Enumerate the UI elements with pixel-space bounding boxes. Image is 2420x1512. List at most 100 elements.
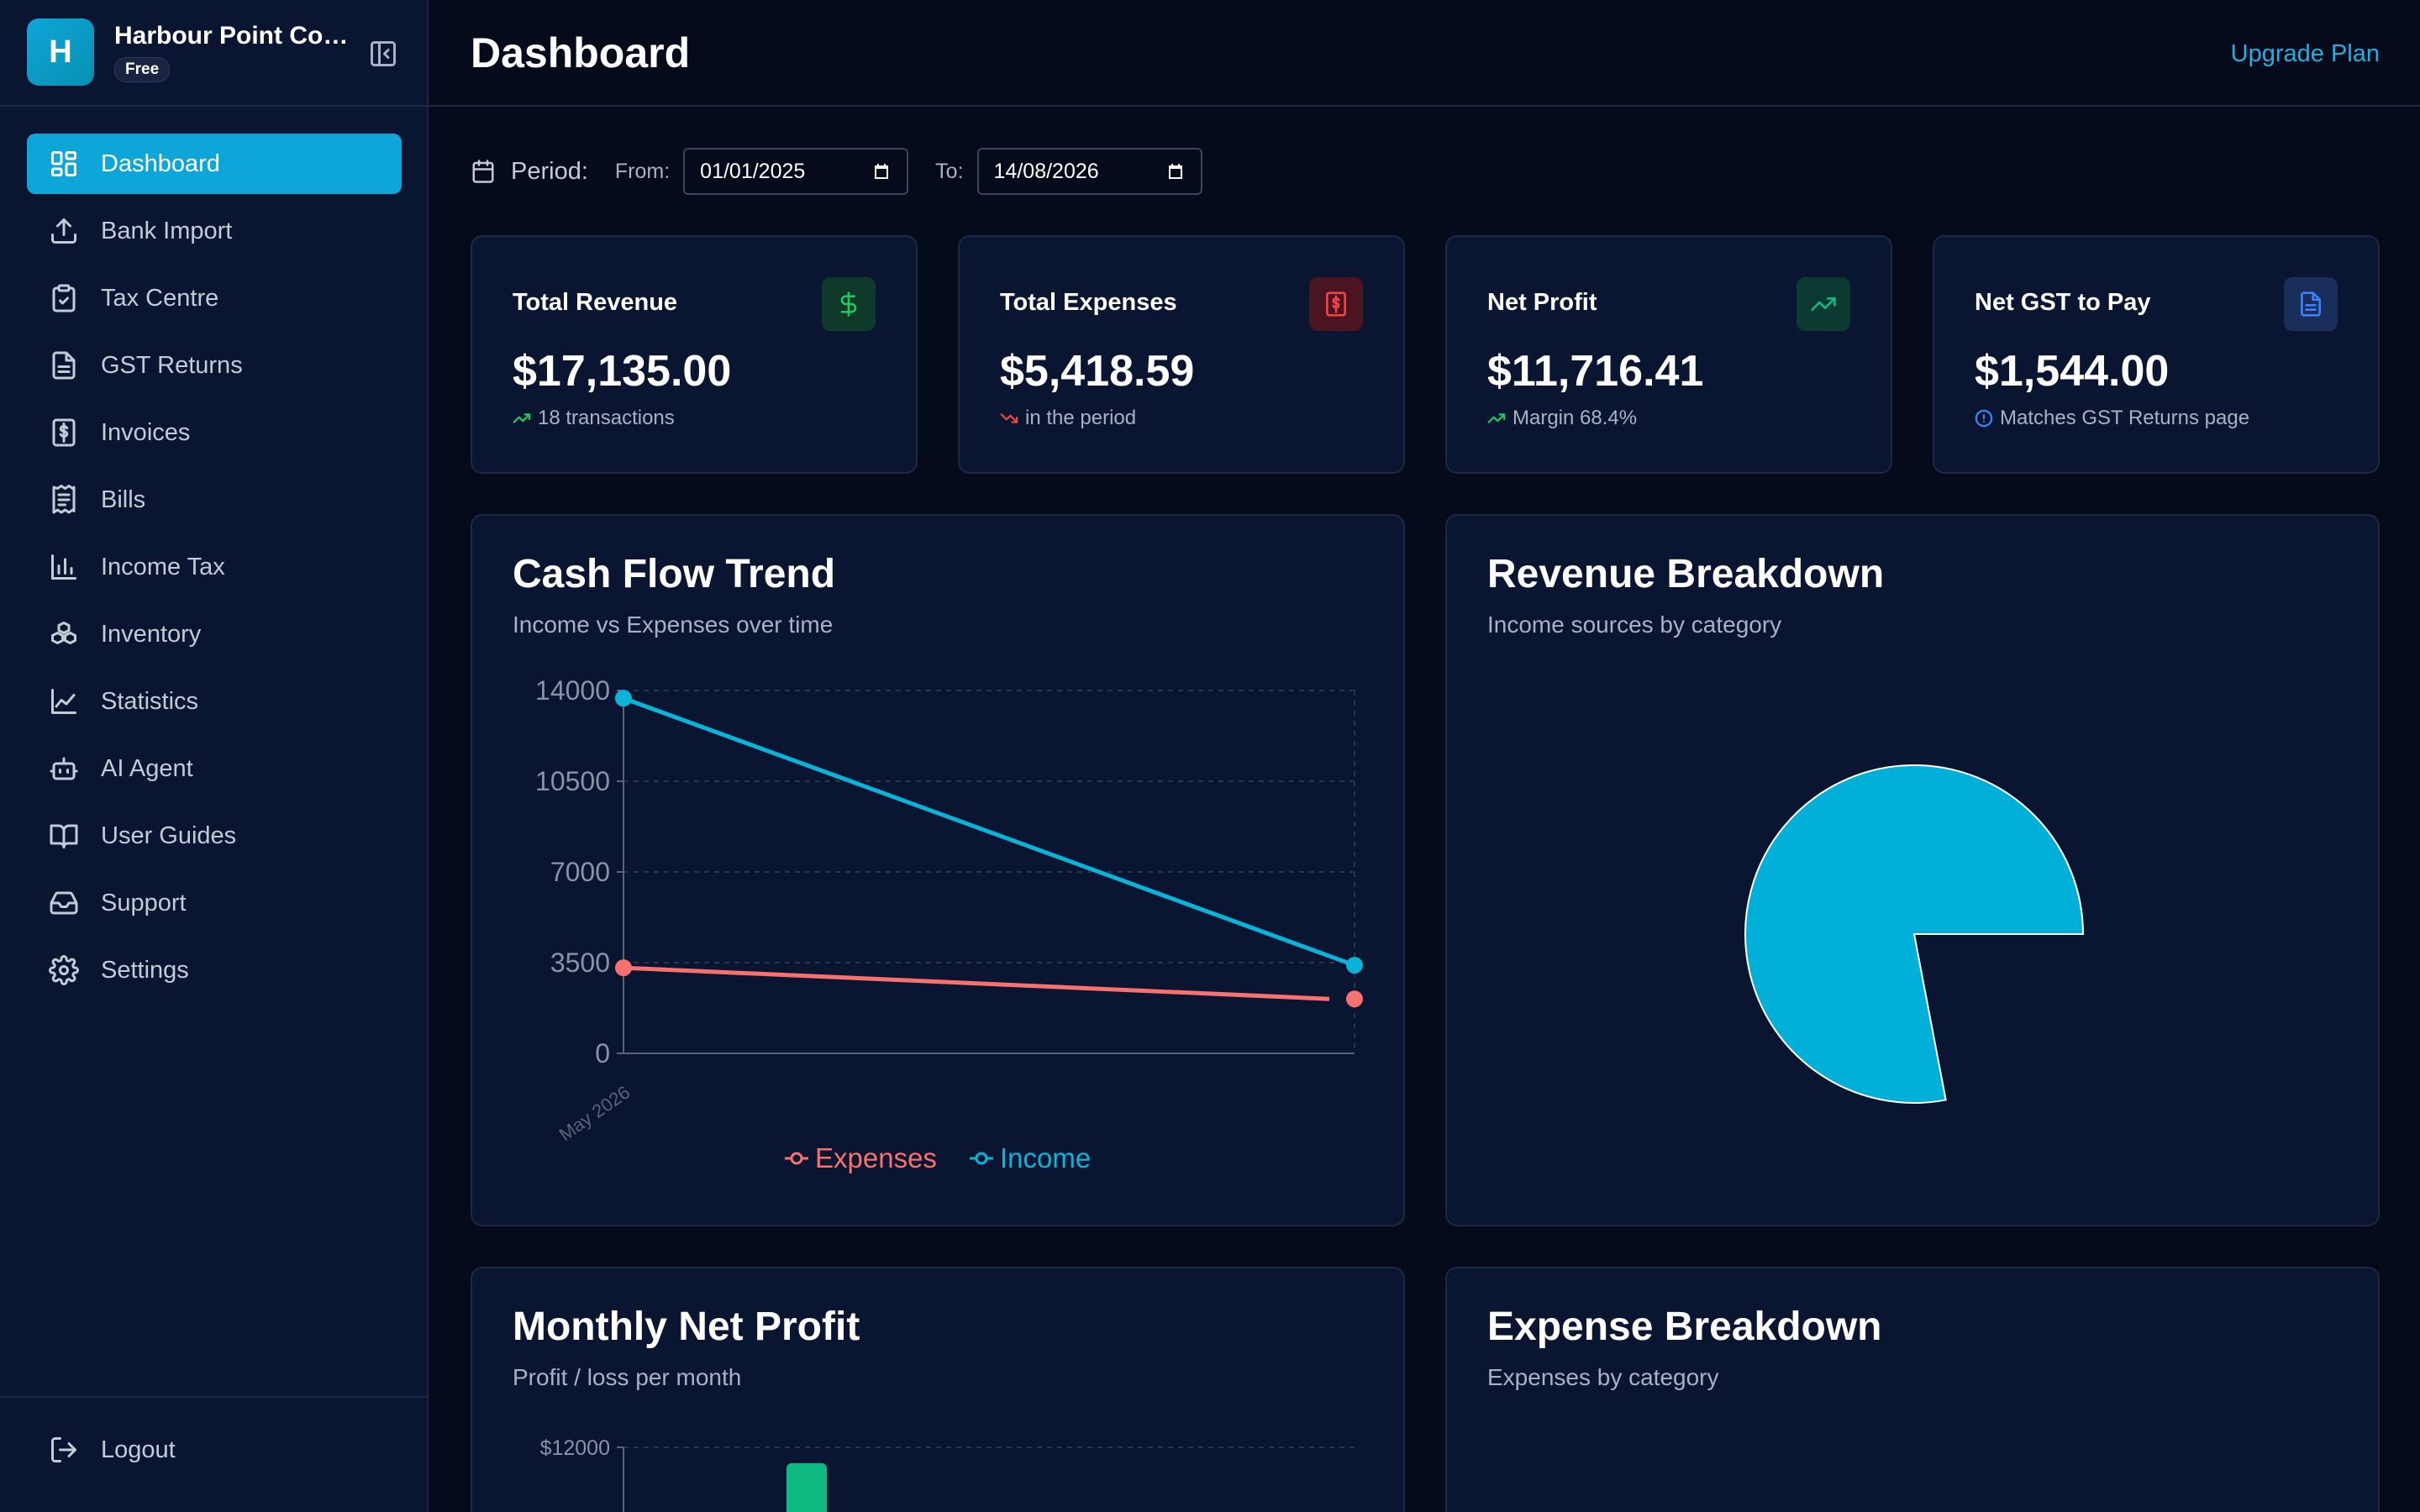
- profit-bar: [786, 1462, 827, 1512]
- gear-icon: [49, 955, 79, 985]
- y-tick-label: 7000: [550, 857, 610, 887]
- stat-subtext: in the period: [1000, 407, 1136, 430]
- bot-icon: [50, 757, 78, 780]
- panel-subtitle: Income sources by category: [1487, 612, 1782, 638]
- revenue-pie-chart: [1744, 764, 2085, 1104]
- panel-title: Revenue Breakdown: [1487, 552, 1885, 596]
- upload-icon: [51, 218, 76, 244]
- stat-title: Total Revenue: [513, 289, 678, 316]
- logout-icon: [51, 1437, 76, 1462]
- sidebar-item-dashboard[interactable]: Dashboard: [27, 134, 402, 194]
- monthly-profit-card: Monthly Net Profit Profit / loss per mon…: [471, 1267, 1405, 1512]
- stat-title: Total Expenses: [1000, 289, 1177, 316]
- book-open-icon: [50, 824, 78, 848]
- bar-chart-icon: [51, 554, 76, 580]
- legend-label: Income: [1000, 1142, 1091, 1173]
- panel-title: Cash Flow Trend: [513, 552, 836, 596]
- sidebar-item-support[interactable]: Support: [27, 873, 402, 933]
- data-point-expenses: [1346, 990, 1363, 1008]
- series-line-income: [623, 696, 1355, 968]
- y-tick-label: 0: [595, 1038, 610, 1068]
- sidebar-item-inventory[interactable]: Inventory: [27, 604, 402, 664]
- y-tick-label: 10500: [535, 766, 610, 796]
- logout-button[interactable]: Logout: [49, 1435, 176, 1465]
- x-tick-label: May 2026: [555, 1081, 634, 1145]
- panel-subtitle: Expenses by category: [1487, 1364, 1719, 1390]
- y-tick-label: $12000: [540, 1436, 610, 1460]
- sidebar-item-label: Support: [101, 889, 187, 916]
- to-date-value: 14/08/2026: [993, 159, 1099, 183]
- sidebar-item-label: Settings: [101, 956, 189, 984]
- from-label: From:: [614, 159, 671, 183]
- stat-subtext-label: Matches GST Returns page: [2000, 407, 2250, 429]
- period-label: Period:: [511, 157, 588, 185]
- pie-slice: [1744, 764, 2085, 1104]
- stat-subtext: Margin 68.4%: [1487, 407, 1637, 430]
- stat-title: Net Profit: [1487, 289, 1597, 316]
- stat-value: $17,135.00: [513, 347, 732, 396]
- to-label: To:: [935, 159, 964, 183]
- sidebar-item-tax-centre[interactable]: Tax Centre: [27, 268, 402, 328]
- revenue-breakdown-card: Revenue Breakdown Income sources by cate…: [1445, 514, 2380, 1226]
- to-date-input[interactable]: 14/08/2026: [976, 148, 1202, 195]
- monthly-profit-chart: $12000: [540, 1436, 1355, 1512]
- topbar: Dashboard Upgrade Plan: [429, 0, 2420, 107]
- stat-subtext-label: in the period: [1025, 407, 1137, 429]
- from-date-input[interactable]: 01/01/2025: [683, 148, 909, 195]
- sidebar-item-label: Bank Import: [101, 217, 233, 244]
- calendar-picker-icon[interactable]: [1165, 161, 1186, 181]
- sidebar-item-gst-returns[interactable]: GST Returns: [27, 335, 402, 396]
- company-logo[interactable]: H: [27, 18, 94, 86]
- stat-subtext: Matches GST Returns page: [1975, 407, 2249, 430]
- trending-up-icon: [1487, 413, 1506, 423]
- sidebar-nav: Dashboard Bank Import Tax Centre GST Ret…: [27, 134, 402, 1007]
- logout-label: Logout: [101, 1436, 176, 1463]
- stat-icon-box: [822, 277, 876, 331]
- sidebar-item-bills[interactable]: Bills: [27, 470, 402, 530]
- sidebar-item-statistics[interactable]: Statistics: [27, 671, 402, 732]
- collapse-sidebar-icon[interactable]: [368, 39, 398, 69]
- receipt-dollar-icon: [1326, 291, 1346, 317]
- inbox-icon: [50, 891, 78, 915]
- clipboard-check-icon: [52, 284, 76, 312]
- sidebar-item-ai-agent[interactable]: AI Agent: [27, 738, 402, 799]
- stat-title: Net GST to Pay: [1975, 289, 2151, 316]
- cash-flow-chart: 0 3500 7000 10500 14000 May 2026 Expenses Incom…: [535, 675, 1363, 1173]
- sidebar-item-label: Statistics: [101, 687, 199, 715]
- data-point-income: [615, 690, 632, 707]
- grid-icon: [51, 151, 76, 176]
- sidebar-item-label: Tax Centre: [101, 284, 219, 312]
- document-icon: [52, 351, 76, 380]
- data-point-expenses: [615, 959, 632, 977]
- legend-label: Expenses: [815, 1142, 937, 1173]
- page-title: Dashboard: [471, 29, 691, 76]
- boxes-icon: [51, 622, 76, 644]
- company-name[interactable]: Harbour Point Con...: [114, 22, 358, 50]
- sidebar-item-label: Invoices: [101, 418, 191, 446]
- sidebar-item-bank-import[interactable]: Bank Import: [27, 201, 402, 261]
- legend-marker-dot: [790, 1152, 803, 1165]
- stat-value: $1,544.00: [1975, 347, 2170, 396]
- line-chart-icon: [51, 689, 76, 714]
- upgrade-plan-link[interactable]: Upgrade Plan: [2230, 40, 2380, 67]
- sidebar-item-label: Bills: [101, 486, 146, 513]
- receipt-icon: [52, 485, 76, 514]
- sidebar-item-label: Inventory: [101, 620, 202, 648]
- sidebar-item-invoices[interactable]: Invoices: [27, 402, 402, 463]
- plan-badge: Free: [114, 57, 171, 82]
- sidebar-item-user-guides[interactable]: User Guides: [27, 806, 402, 866]
- stat-card-net-gst: Net GST to Pay $1,544.00 Matches GST Ret…: [1933, 235, 2380, 474]
- sidebar-item-label: Income Tax: [101, 553, 225, 580]
- calendar-picker-icon[interactable]: [871, 161, 892, 181]
- period-filter: Period: From: 01/01/2025 To: 14/08/2026: [471, 148, 1229, 195]
- data-point-income: [1346, 957, 1363, 974]
- expense-breakdown-card: Expense Breakdown Expenses by category: [1445, 1267, 2380, 1512]
- stat-card-net-profit: Net Profit $11,716.41 Margin 68.4%: [1445, 235, 1892, 474]
- document-icon: [2301, 291, 2321, 317]
- trending-up-icon: [513, 413, 531, 423]
- stat-value: $5,418.59: [1000, 347, 1195, 396]
- sidebar-item-label: GST Returns: [101, 351, 243, 379]
- sidebar-item-settings[interactable]: Settings: [27, 940, 402, 1000]
- sidebar-item-income-tax[interactable]: Income Tax: [27, 537, 402, 597]
- stat-card-total-expenses: Total Expenses $5,418.59 in the period: [958, 235, 1405, 474]
